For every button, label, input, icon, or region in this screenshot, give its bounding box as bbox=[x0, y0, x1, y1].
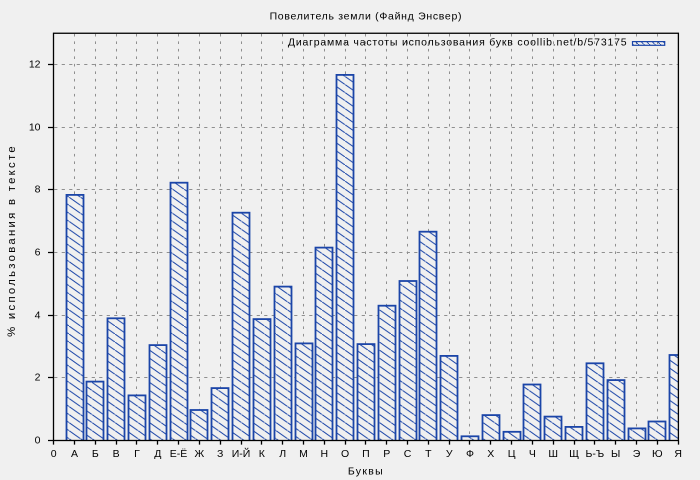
svg-text:Ю: Ю bbox=[652, 448, 663, 460]
svg-text:Ц: Ц bbox=[508, 448, 516, 460]
svg-text:Щ: Щ bbox=[569, 448, 579, 460]
svg-text:Т: Т bbox=[425, 448, 432, 460]
svg-text:Буквы: Буквы bbox=[348, 465, 384, 477]
svg-text:И-Й: И-Й bbox=[232, 447, 251, 460]
svg-text:О: О bbox=[341, 448, 349, 460]
svg-text:Диаграмма частоты использовани: Диаграмма частоты использования букв coo… bbox=[288, 37, 627, 49]
svg-text:% использования в тексте: % использования в тексте bbox=[6, 144, 18, 337]
svg-text:4: 4 bbox=[35, 309, 41, 321]
svg-text:Е-Ё: Е-Ё bbox=[170, 448, 188, 460]
svg-text:У: У bbox=[446, 448, 453, 460]
svg-text:2: 2 bbox=[35, 371, 41, 383]
svg-text:8: 8 bbox=[35, 183, 41, 195]
svg-text:Ы: Ы bbox=[611, 448, 620, 460]
svg-text:Ж: Ж bbox=[195, 448, 205, 460]
svg-text:Ш: Ш bbox=[548, 448, 558, 460]
svg-text:Ч: Ч bbox=[529, 448, 536, 460]
svg-text:0: 0 bbox=[51, 448, 57, 460]
svg-text:12: 12 bbox=[29, 58, 41, 70]
svg-text:Н: Н bbox=[320, 448, 328, 460]
svg-text:0: 0 bbox=[35, 434, 41, 446]
svg-text:П: П bbox=[362, 448, 370, 460]
svg-text:С: С bbox=[404, 448, 412, 460]
svg-text:В: В bbox=[113, 448, 120, 460]
svg-text:6: 6 bbox=[35, 246, 41, 258]
svg-text:Х: Х bbox=[487, 448, 494, 460]
svg-text:10: 10 bbox=[29, 121, 41, 133]
svg-text:З: З bbox=[217, 448, 223, 460]
svg-text:Я: Я bbox=[674, 448, 682, 460]
svg-text:Г: Г bbox=[134, 448, 140, 460]
svg-text:Л: Л bbox=[279, 448, 286, 460]
svg-text:Д: Д bbox=[154, 448, 161, 460]
svg-text:Ф: Ф bbox=[466, 448, 474, 460]
svg-text:Повелитель земли (Файнд Энсвер: Повелитель земли (Файнд Энсвер) bbox=[270, 11, 463, 23]
svg-text:Р: Р bbox=[383, 448, 390, 460]
svg-text:А: А bbox=[71, 448, 78, 460]
svg-text:Э: Э bbox=[633, 448, 641, 460]
svg-text:Ь-Ъ: Ь-Ъ bbox=[585, 448, 604, 460]
svg-text:Б: Б bbox=[92, 448, 99, 460]
svg-text:М: М bbox=[299, 448, 308, 460]
svg-text:К: К bbox=[259, 448, 266, 460]
